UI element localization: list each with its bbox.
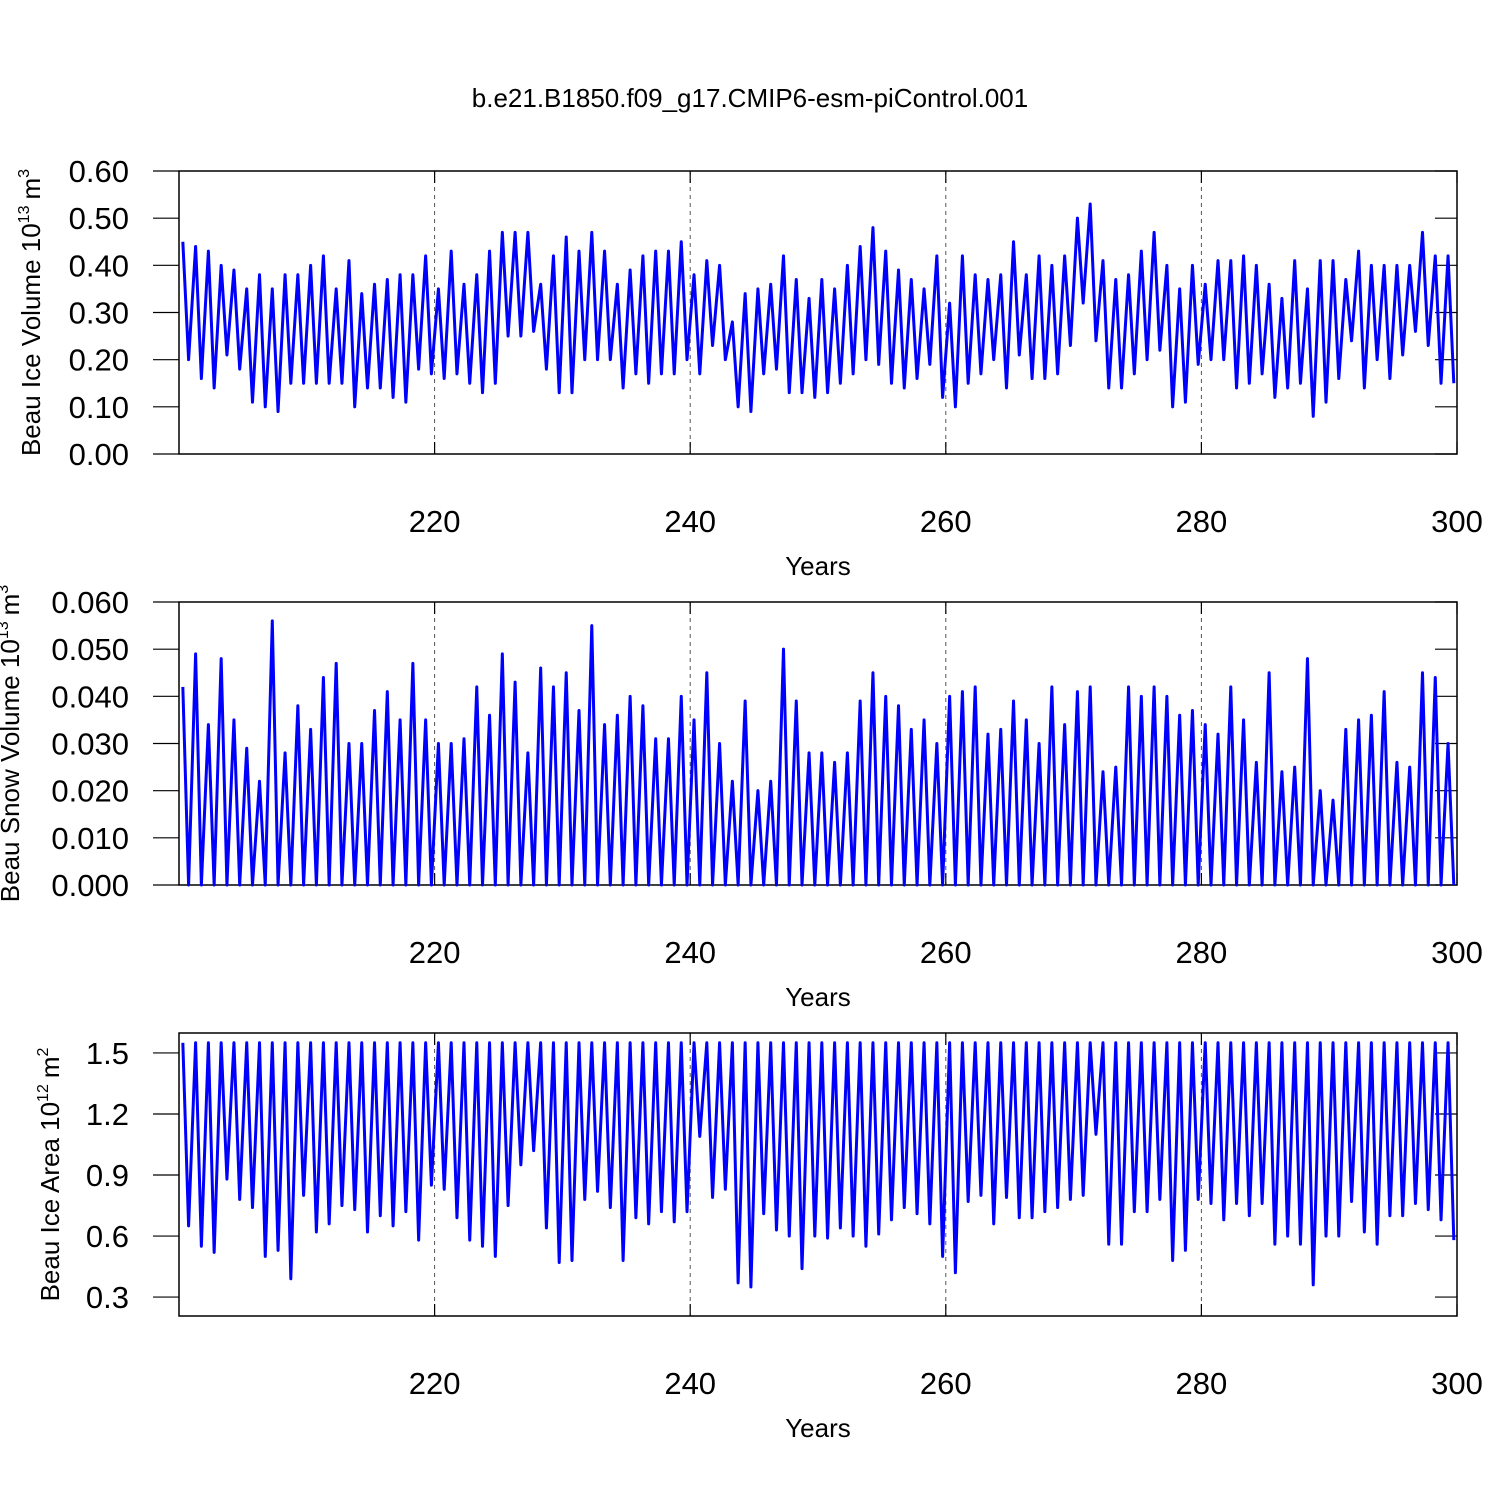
y-axis-label-part: 13 [0, 621, 12, 639]
y-tick-label: 0.010 [51, 821, 129, 856]
y-axis-label-part: 2 [35, 1047, 52, 1056]
y-tick-label: 0.60 [69, 154, 129, 189]
data-line [181, 619, 1456, 887]
y-tick-label: 0.20 [69, 343, 129, 378]
x-tick-label: 300 [1431, 935, 1483, 970]
x-tick-label: 280 [1176, 504, 1228, 539]
y-tick-label: 0.020 [51, 774, 129, 809]
y-axis-label-part: Beau Ice Area 10 [35, 1102, 65, 1301]
chart-title: b.e21.B1850.f09_g17.CMIP6-esm-piControl.… [472, 83, 1028, 113]
y-axis-label-part: 3 [0, 585, 12, 594]
plot-frame [178, 1032, 1458, 1317]
y-axis-label-part: m [16, 178, 46, 200]
y-tick-label: 0.9 [86, 1158, 129, 1193]
plot-frame [178, 170, 1458, 455]
y-axis-label: Beau Ice Area 1012 m2 [35, 1047, 65, 1301]
y-tick-label: 0.10 [69, 390, 129, 425]
y-tick-label: 0.000 [51, 868, 129, 903]
x-tick-label: 220 [409, 504, 461, 539]
x-axis-label: Years [785, 1413, 851, 1443]
y-tick-label: 0.050 [51, 632, 129, 667]
y-tick-label: 0.030 [51, 727, 129, 762]
data-line [181, 202, 1456, 418]
x-tick-label: 220 [409, 935, 461, 970]
panel: 220 240 260 280 300 0.000 0.010 0.020 0.030 0.040… [0, 585, 1483, 1012]
y-tick-label: 0.30 [69, 296, 129, 331]
y-tick-label: 0.060 [51, 585, 129, 620]
y-tick-label: 0.040 [51, 679, 129, 714]
x-tick-label: 240 [664, 1366, 716, 1401]
x-tick-label: 220 [409, 1366, 461, 1401]
plot-frame [178, 601, 1458, 886]
x-tick-label: 300 [1431, 504, 1483, 539]
x-tick-label: 260 [920, 504, 972, 539]
y-axis-label-part: m [0, 594, 25, 616]
y-axis-label-part: 13 [16, 205, 33, 223]
x-axis-label: Years [785, 982, 851, 1012]
x-tick-label: 300 [1431, 1366, 1483, 1401]
y-axis-label: Beau Snow Volume 1013 m3 [0, 585, 25, 903]
y-tick-label: 0.3 [86, 1280, 129, 1315]
x-axis-label: Years [785, 551, 851, 581]
panel: 220 240 260 280 300 0.00 0.10 0.20 0.30 0.40 0.50 0… [16, 154, 1483, 581]
x-tick-label: 240 [664, 504, 716, 539]
y-tick-label: 1.5 [86, 1036, 129, 1071]
x-tick-label: 280 [1176, 1366, 1228, 1401]
y-axis-label-part: 3 [16, 169, 33, 178]
y-axis-label-part: Beau Ice Volume 10 [16, 223, 46, 456]
y-tick-label: 0.40 [69, 248, 129, 283]
x-tick-label: 260 [920, 1366, 972, 1401]
y-axis-label: Beau Ice Volume 1013 m3 [16, 169, 46, 456]
y-axis-label-part: m [35, 1056, 65, 1078]
y-axis-label-part: Beau Snow Volume 10 [0, 639, 25, 902]
y-tick-label: 1.2 [86, 1097, 129, 1132]
data-line [181, 1041, 1456, 1289]
y-axis-label-part: 12 [35, 1084, 52, 1102]
y-tick-label: 0.6 [86, 1219, 129, 1254]
x-tick-label: 240 [664, 935, 716, 970]
x-tick-label: 260 [920, 935, 972, 970]
y-tick-label: 0.00 [69, 437, 129, 472]
x-tick-label: 280 [1176, 935, 1228, 970]
y-tick-label: 0.50 [69, 201, 129, 236]
